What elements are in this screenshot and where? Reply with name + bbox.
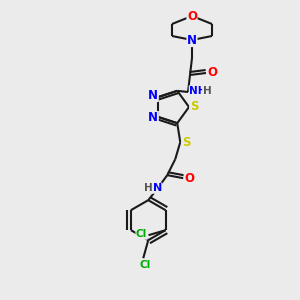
Text: N: N (148, 88, 158, 101)
Text: H: H (202, 86, 211, 96)
Text: Cl: Cl (136, 229, 147, 239)
Text: N: N (187, 34, 197, 46)
Text: O: O (207, 67, 217, 80)
Text: N: N (153, 183, 162, 193)
Text: NH: NH (189, 86, 207, 96)
Text: S: S (182, 136, 190, 149)
Text: O: O (187, 10, 197, 22)
Text: H: H (144, 183, 153, 193)
Text: Cl: Cl (140, 260, 151, 270)
Text: S: S (190, 100, 198, 112)
Text: O: O (184, 172, 194, 185)
Text: N: N (148, 112, 158, 124)
